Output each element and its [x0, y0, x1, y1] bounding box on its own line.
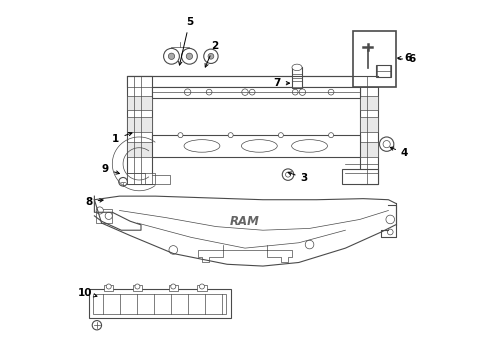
Circle shape [286, 172, 291, 177]
Circle shape [169, 53, 174, 59]
Circle shape [204, 49, 218, 63]
Bar [126, 142, 152, 157]
Bar [126, 76, 378, 87]
Bar [104, 285, 113, 291]
Circle shape [305, 240, 314, 249]
Circle shape [299, 89, 306, 95]
Bar [126, 173, 155, 184]
Circle shape [105, 212, 112, 220]
Circle shape [171, 284, 176, 289]
Bar [360, 96, 378, 110]
Text: RAM: RAM [230, 215, 260, 228]
Circle shape [119, 177, 127, 186]
Circle shape [206, 89, 212, 95]
Circle shape [293, 89, 298, 95]
Text: 8: 8 [85, 197, 103, 207]
Circle shape [386, 215, 394, 224]
Circle shape [184, 89, 191, 95]
Bar [342, 169, 378, 184]
Circle shape [181, 48, 197, 64]
Circle shape [208, 53, 214, 59]
Bar [197, 285, 207, 291]
Ellipse shape [242, 140, 277, 152]
Text: 7: 7 [273, 78, 290, 88]
Circle shape [186, 53, 193, 59]
Text: 3: 3 [288, 172, 308, 183]
Ellipse shape [184, 140, 220, 152]
Bar [360, 142, 378, 157]
Bar [169, 285, 178, 291]
Circle shape [328, 89, 334, 95]
Bar [96, 209, 112, 223]
Bar [353, 31, 395, 87]
Circle shape [383, 140, 390, 148]
Circle shape [96, 207, 103, 214]
Circle shape [228, 133, 233, 138]
Text: 9: 9 [101, 164, 120, 174]
Bar [89, 289, 231, 318]
Bar [292, 67, 302, 88]
Circle shape [135, 284, 140, 289]
Bar [126, 96, 152, 110]
Text: 10: 10 [78, 288, 97, 298]
Bar [360, 117, 378, 132]
Bar [360, 76, 378, 184]
Circle shape [106, 284, 111, 289]
Circle shape [282, 169, 294, 180]
Text: 4: 4 [390, 147, 408, 158]
Bar [376, 66, 392, 77]
Bar [126, 76, 152, 184]
Text: 1: 1 [112, 132, 132, 144]
Ellipse shape [292, 140, 327, 152]
Circle shape [169, 246, 177, 254]
Text: 6: 6 [398, 53, 412, 63]
Circle shape [178, 133, 183, 138]
Circle shape [388, 229, 393, 235]
Bar [126, 117, 152, 132]
Text: 6: 6 [398, 54, 416, 64]
Circle shape [329, 133, 334, 138]
Circle shape [242, 89, 248, 95]
Circle shape [164, 48, 179, 64]
Circle shape [278, 133, 283, 138]
Bar [93, 294, 226, 314]
Bar [152, 135, 360, 157]
Text: 5: 5 [179, 17, 193, 65]
Circle shape [379, 137, 394, 151]
Ellipse shape [292, 64, 302, 71]
Bar [152, 87, 360, 98]
Text: 2: 2 [205, 41, 218, 67]
Circle shape [199, 284, 204, 289]
Circle shape [249, 89, 255, 95]
Bar [133, 285, 142, 291]
Circle shape [92, 320, 101, 330]
